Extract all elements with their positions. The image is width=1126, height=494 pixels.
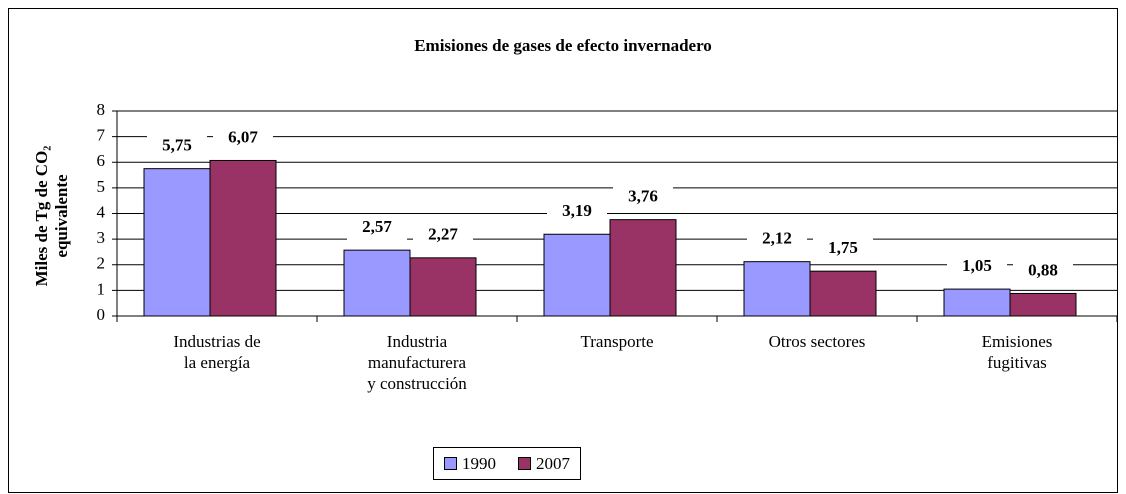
bar <box>543 233 611 317</box>
legend-swatch <box>518 457 531 470</box>
legend-item: 1990 <box>444 454 496 474</box>
data-label: 2,27 <box>428 225 458 244</box>
data-label-bg <box>747 227 807 252</box>
data-label-bg <box>147 134 207 159</box>
bar <box>343 249 411 317</box>
y-tick-label: 4 <box>97 202 106 221</box>
legend: 1990 2007 <box>433 447 581 480</box>
y-tick-label: 8 <box>97 100 106 119</box>
data-label: 6,07 <box>228 127 258 146</box>
x-tick-label: Industrias de la energía <box>173 332 261 372</box>
data-label-bg <box>1013 259 1073 284</box>
y-axis-label: Miles de Tg de CO₂ equivalente <box>32 145 71 287</box>
data-label: 3,76 <box>628 187 658 206</box>
x-tick-label: Otros sectores <box>768 332 866 351</box>
data-label-bg <box>213 126 273 151</box>
data-label: 0,88 <box>1028 260 1058 279</box>
bar <box>143 168 211 317</box>
y-tick-label: 3 <box>97 228 106 247</box>
y-tick-label: 1 <box>97 279 106 298</box>
y-tick-label: 6 <box>97 151 106 170</box>
data-label-bg <box>613 185 673 210</box>
data-label: 1,75 <box>828 238 858 257</box>
legend-label: 2007 <box>536 453 570 473</box>
x-tick-label: Industria manufacturera y construcción <box>367 332 467 393</box>
legend-item: 2007 <box>518 454 570 474</box>
y-tick-label: 2 <box>97 254 106 273</box>
data-label-bg <box>347 216 407 241</box>
data-label: 1,05 <box>962 256 992 275</box>
data-label: 5,75 <box>162 136 192 155</box>
legend-label: 1990 <box>462 453 496 473</box>
legend-swatch <box>444 457 457 470</box>
data-label: 2,12 <box>762 229 792 248</box>
data-label: 3,19 <box>562 201 592 220</box>
data-label-bg <box>813 237 873 262</box>
data-label: 2,57 <box>362 217 392 236</box>
y-tick-label: 5 <box>97 177 106 196</box>
bar <box>609 219 677 317</box>
chart-title: Emisiones de gases de efecto invernadero <box>414 36 712 55</box>
bar <box>943 288 1011 317</box>
frame <box>8 8 1118 493</box>
bar <box>1009 292 1077 317</box>
y-tick-label: 7 <box>97 126 106 145</box>
bar <box>409 257 477 317</box>
x-tick-label: Transporte <box>580 332 654 351</box>
x-tick-label: Emisiones fugitivas <box>981 332 1053 372</box>
data-label-bg <box>947 255 1007 280</box>
y-tick-label: 0 <box>97 305 106 324</box>
bar <box>809 270 877 317</box>
data-label-bg <box>547 200 607 225</box>
bar <box>743 261 811 317</box>
data-label-bg <box>413 223 473 248</box>
bar <box>209 159 277 317</box>
